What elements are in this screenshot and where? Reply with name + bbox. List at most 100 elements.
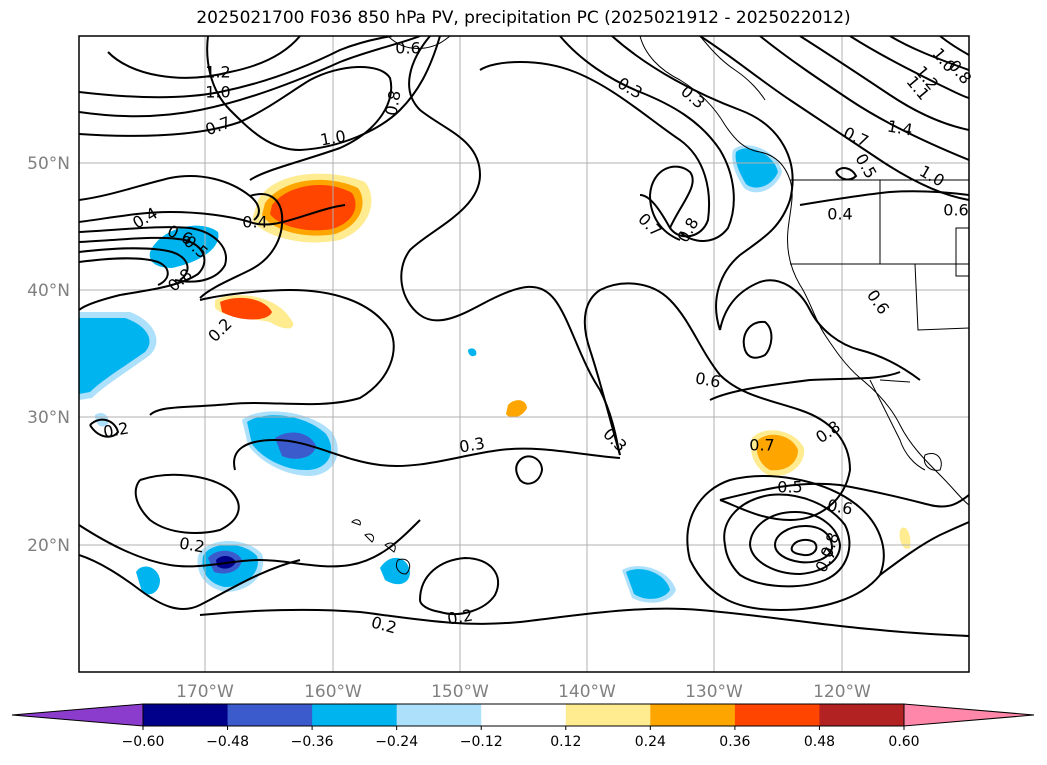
- pv-contour: [759, 36, 969, 161]
- contour-label: 0.5: [777, 478, 802, 497]
- contour-label: 0.6: [395, 39, 420, 58]
- pv-contour: [79, 257, 169, 286]
- lat-label: 30°N: [27, 408, 70, 428]
- contour-label: 0.2: [446, 605, 474, 628]
- colorbar-tick-label: 0.24: [635, 734, 666, 750]
- coastline: [955, 227, 969, 277]
- lat-label: 50°N: [27, 154, 70, 174]
- pv-contour: [89, 418, 120, 438]
- pv-contour: [583, 282, 852, 522]
- pv-contour: [79, 66, 393, 181]
- coastline: [879, 379, 911, 383]
- coastline: [395, 558, 411, 575]
- coastline: [869, 379, 926, 471]
- contour-label: 1.0: [205, 83, 230, 102]
- pv-contour: [400, 36, 621, 456]
- precip-negative-area: [380, 557, 410, 585]
- colorbar-tick-label: −0.48: [206, 734, 249, 750]
- longitude-labels: 170°W 160°W 150°W 140°W 130°W 120°W: [176, 682, 871, 702]
- colorbar-segment: [143, 704, 229, 726]
- colorbar-segment: [396, 704, 482, 726]
- colorbar-segment: [650, 704, 736, 726]
- colorbar: −0.60 −0.48 −0.36 −0.24 −0.12 0.12 0.24 0.36 0.4…: [11, 703, 1035, 750]
- pv-contour: [699, 36, 969, 201]
- colorbar-tick-label: 0.60: [888, 734, 919, 750]
- pv-contours: [79, 36, 969, 637]
- contour-label: 1.2: [205, 63, 230, 82]
- map-title: 2025021700 F036 850 hPa PV, precipitatio…: [196, 8, 851, 28]
- colorbar-segment: [565, 704, 651, 726]
- pv-contour: [79, 175, 260, 221]
- precip-positive-area: [220, 297, 272, 320]
- pv-contour: [648, 165, 694, 241]
- colorbar-tick-label: 0.48: [804, 734, 835, 750]
- pv-contour: [799, 190, 969, 206]
- contour-label: 0.4: [827, 205, 852, 224]
- lat-label: 20°N: [27, 536, 70, 556]
- lon-label: 150°W: [431, 682, 489, 702]
- precip-negative-area: [275, 432, 316, 459]
- coastline: [699, 36, 766, 101]
- precip-shading: [79, 145, 911, 603]
- pv-contour: [79, 204, 346, 226]
- pv-contour: [723, 493, 851, 588]
- pv-contour: [709, 371, 901, 401]
- contour-label: 0.6: [826, 495, 854, 518]
- precip-negative-area: [136, 566, 160, 595]
- pv-contour: [790, 538, 818, 557]
- precip-negative-area: [626, 569, 670, 599]
- contour-label: 0.3: [458, 433, 486, 456]
- precip-negative-area: [149, 225, 219, 268]
- coastline: [387, 36, 451, 49]
- pv-contour: [79, 554, 301, 610]
- contour-label: 0.6: [943, 201, 968, 220]
- colorbar-segment: [312, 704, 398, 726]
- coastline: [351, 519, 361, 526]
- lon-label: 140°W: [558, 682, 616, 702]
- contour-label: 0.4: [242, 213, 267, 232]
- colorbar-extend-max: [903, 703, 1035, 727]
- pv-contour: [515, 455, 544, 485]
- precip-negative-area: [468, 348, 477, 357]
- colorbar-frame: [142, 703, 905, 727]
- colorbar-tick-label: −0.36: [291, 734, 334, 750]
- coastline: [364, 533, 375, 543]
- lon-label: 170°W: [176, 682, 234, 702]
- precip-positive-area: [756, 434, 798, 471]
- coastline: [923, 453, 942, 471]
- coastline: [384, 542, 396, 553]
- lon-label: 160°W: [304, 682, 362, 702]
- colorbar-tick-label: −0.12: [460, 734, 503, 750]
- lon-label: 120°W: [813, 682, 871, 702]
- contour-label: 0.2: [102, 418, 130, 441]
- pv-contour: [939, 36, 969, 56]
- pv-contour: [79, 36, 421, 118]
- pv-contour: [889, 36, 969, 71]
- pv-contour: [799, 36, 969, 131]
- pv-contour: [686, 475, 885, 612]
- colorbar-tick-label: 0.36: [719, 734, 750, 750]
- latitude-labels: 50°N 40°N 30°N 20°N: [27, 154, 70, 556]
- pv-contour: [419, 556, 500, 616]
- pv-contour: [79, 226, 227, 283]
- pv-contour: [749, 510, 842, 576]
- pv-contour: [719, 482, 969, 508]
- contour-label: 0.7: [749, 436, 774, 455]
- pv-contour: [774, 524, 834, 564]
- contour-label: 1.4: [886, 116, 914, 139]
- map-frame: [78, 35, 970, 673]
- colorbar-tick-label: −0.60: [122, 734, 165, 750]
- pv-contour: [79, 36, 393, 99]
- pv-contour: [107, 36, 301, 79]
- pv-contour: [134, 473, 240, 534]
- coastline: [639, 36, 969, 506]
- pv-contour: [79, 519, 421, 568]
- pv-contour: [79, 247, 189, 281]
- contour-label: 0.8: [381, 89, 404, 117]
- precip-negative-area: [79, 318, 150, 394]
- contour-label: 0.2: [178, 533, 206, 556]
- colorbar-segment: [819, 704, 905, 726]
- colorbar-segment: [734, 704, 820, 726]
- precip-negative-area: [735, 148, 778, 188]
